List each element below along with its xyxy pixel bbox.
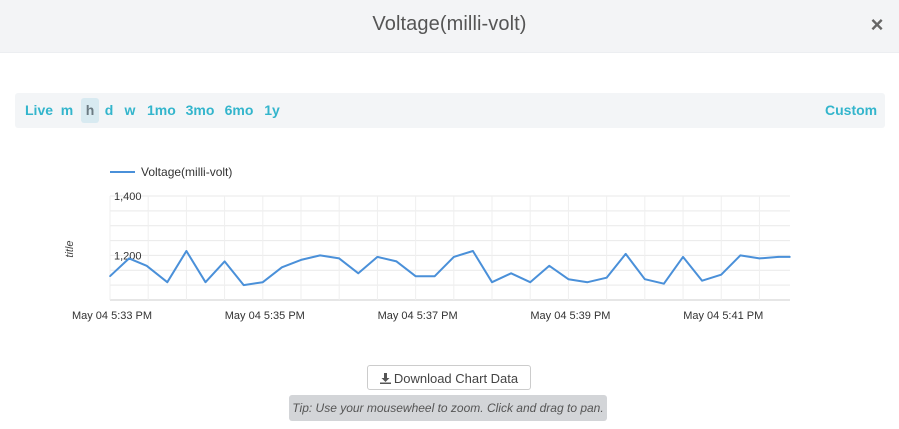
data-point[interactable] (491, 281, 493, 283)
data-point[interactable] (433, 275, 436, 278)
x-tick-label: May 04 5:35 PM (225, 310, 305, 322)
download-label: Download Chart Data (393, 371, 519, 386)
data-point[interactable] (720, 273, 723, 276)
data-point[interactable] (605, 276, 608, 279)
download-chart-data-button[interactable]: Download Chart Data (367, 365, 531, 390)
data-point[interactable] (644, 278, 646, 280)
data-point[interactable] (586, 281, 589, 283)
data-point[interactable] (185, 250, 188, 252)
range-6mo-button[interactable]: 6mo (224, 102, 254, 118)
series-layer (109, 250, 791, 287)
x-tick-label: May 04 5:39 PM (530, 310, 610, 322)
close-icon[interactable]: × (870, 12, 884, 37)
range-day-button[interactable]: d (104, 102, 114, 118)
chart-canvas[interactable]: Voltage(milli-volt) title 1,400 1,200 May… (0, 140, 899, 340)
data-point[interactable] (453, 256, 455, 258)
data-point[interactable] (567, 278, 570, 280)
legend-label: Voltage(milli-volt) (141, 165, 232, 179)
y-axis-ticks: 1,400 1,200 (114, 191, 142, 262)
data-point[interactable] (204, 281, 207, 283)
data-point[interactable] (739, 254, 742, 257)
download-icon (379, 367, 391, 392)
range-1y-button[interactable]: 1y (264, 102, 280, 118)
x-tick-label: May 04 5:33 PM (72, 310, 152, 322)
y-tick-label: 1,200 (114, 250, 142, 262)
data-point[interactable] (789, 256, 791, 258)
data-point[interactable] (624, 253, 627, 255)
data-point[interactable] (529, 281, 532, 283)
data-point[interactable] (166, 281, 169, 283)
data-point[interactable] (777, 256, 780, 258)
data-point[interactable] (223, 260, 226, 263)
data-point[interactable] (395, 260, 398, 263)
x-tick-label: May 04 5:37 PM (378, 310, 458, 322)
data-point[interactable] (242, 284, 245, 286)
data-point[interactable] (548, 265, 551, 267)
range-hour-button[interactable]: h (81, 98, 99, 123)
data-point[interactable] (758, 257, 761, 260)
y-tick-label: 1,400 (114, 191, 142, 203)
range-1mo-button[interactable]: 1mo (147, 102, 176, 118)
range-custom-button[interactable]: Custom (825, 102, 878, 118)
range-live-button[interactable]: Live (25, 102, 54, 118)
data-point[interactable] (510, 272, 512, 275)
data-point[interactable] (262, 281, 264, 283)
data-point[interactable] (663, 282, 665, 285)
chart-legend[interactable]: Voltage(milli-volt) (110, 165, 232, 179)
y-axis-title: title (64, 240, 76, 257)
data-point[interactable] (357, 272, 360, 275)
data-point[interactable] (300, 259, 302, 261)
data-point[interactable] (338, 257, 341, 260)
data-point[interactable] (128, 257, 130, 260)
data-point[interactable] (145, 265, 148, 267)
data-point[interactable] (472, 250, 474, 252)
x-tick-label: May 04 5:41 PM (683, 310, 763, 322)
data-point[interactable] (682, 256, 684, 258)
x-axis-ticks: May 04 5:33 PM May 04 5:35 PM May 04 5:37 … (72, 310, 763, 322)
modal-title: Voltage(milli-volt) (372, 13, 527, 35)
data-point[interactable] (281, 266, 283, 269)
time-range-selector: Live m h d w 1mo 3mo 6mo 1y Custom (15, 93, 885, 128)
chart-grid (109, 195, 790, 301)
range-minute-button[interactable]: m (60, 102, 74, 118)
data-point[interactable] (376, 256, 379, 258)
data-point[interactable] (414, 275, 417, 278)
voltage-chart[interactable]: Voltage(milli-volt) title 1,400 1,200 May… (0, 140, 899, 340)
data-point[interactable] (319, 254, 321, 257)
data-point[interactable] (701, 279, 703, 282)
range-3mo-button[interactable]: 3mo (185, 102, 215, 118)
range-week-button[interactable]: w (124, 102, 136, 118)
chart-tip: Tip: Use your mousewheel to zoom. Click … (289, 395, 607, 421)
series-line-voltage[interactable] (109, 250, 790, 287)
data-point[interactable] (109, 275, 111, 278)
modal-header: Voltage(milli-volt) × (0, 0, 899, 53)
